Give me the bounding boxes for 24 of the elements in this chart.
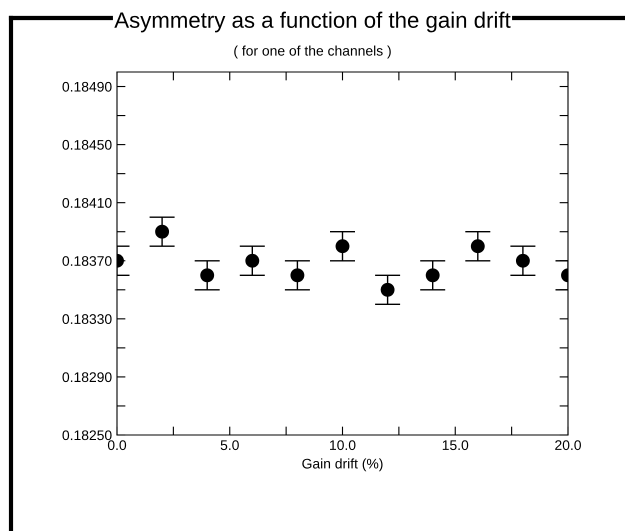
point — [516, 254, 530, 268]
chart-title: Asymmetry as a function of the gain drift — [114, 12, 511, 32]
y-tick-label: 0.18290 — [62, 372, 112, 382]
y-tick-label: 0.18370 — [62, 256, 112, 266]
x-tick-label: 5.0 — [220, 440, 239, 450]
point — [380, 282, 395, 297]
y-tick-label: 0.18250 — [62, 430, 112, 440]
y-tick-label: 0.18410 — [62, 198, 112, 208]
point — [200, 268, 214, 282]
y-tick-label: 0.18490 — [62, 82, 112, 92]
point — [155, 224, 170, 239]
chart-subtitle: ( for one of the channels ) — [234, 46, 391, 58]
x-axis-title: Gain drift (%) — [302, 458, 383, 472]
x-tick-label: 20.0 — [555, 440, 581, 450]
y-tick-label: 0.18330 — [62, 314, 112, 324]
point — [245, 254, 260, 268]
x-tick-label: 10.0 — [330, 440, 356, 450]
x-tick-label: 0.0 — [108, 440, 126, 450]
y-tick-label: 0.18450 — [62, 140, 112, 150]
x-tick-label: 15.0 — [442, 440, 468, 450]
point — [290, 268, 304, 282]
point — [470, 239, 485, 254]
point — [426, 268, 440, 282]
point — [336, 239, 350, 254]
